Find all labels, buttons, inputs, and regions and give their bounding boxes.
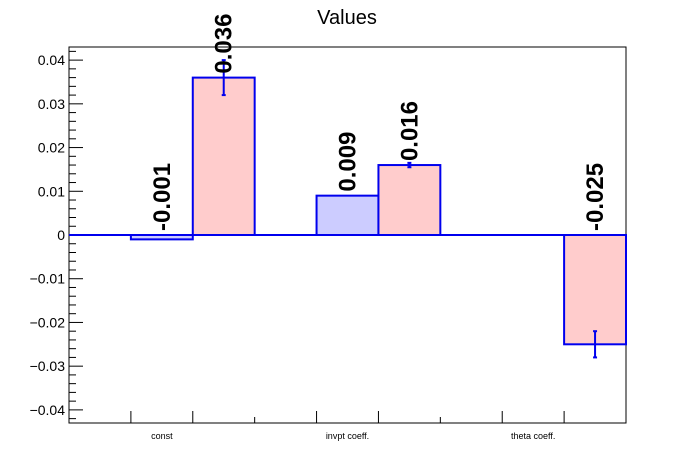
data-label: -0.001 <box>149 163 176 231</box>
data-labels: -0.001 0.009 0.036 0.016 -0.025 <box>149 14 609 231</box>
bar-series <box>129 76 627 346</box>
y-tick-label: −0.03 <box>30 358 66 374</box>
bar <box>315 194 380 237</box>
y-tick-label: −0.04 <box>30 402 66 418</box>
bar <box>191 76 256 237</box>
y-tick-label: 0.01 <box>38 183 65 199</box>
y-tick-label: −0.01 <box>30 271 66 287</box>
bar <box>563 234 627 346</box>
y-tick-label: 0 <box>57 227 65 243</box>
y-tick-label: 0.03 <box>38 96 65 112</box>
y-tick-label: −0.02 <box>30 314 66 330</box>
x-axis: const invpt coeff. theta coeff. <box>68 411 627 441</box>
y-tick-label: 0.04 <box>38 52 65 68</box>
data-label: 0.036 <box>211 14 238 74</box>
data-label: -0.025 <box>582 163 609 231</box>
y-tick-label: 0.02 <box>38 140 65 156</box>
bar <box>377 164 442 236</box>
chart-title: Values <box>317 7 377 29</box>
x-tick-label: const <box>151 431 173 441</box>
data-label: 0.009 <box>335 132 362 192</box>
x-tick-label: theta coeff. <box>511 431 555 441</box>
x-tick-label: invpt coeff. <box>326 431 369 441</box>
data-label: 0.016 <box>396 101 423 161</box>
error-bars <box>221 59 598 359</box>
